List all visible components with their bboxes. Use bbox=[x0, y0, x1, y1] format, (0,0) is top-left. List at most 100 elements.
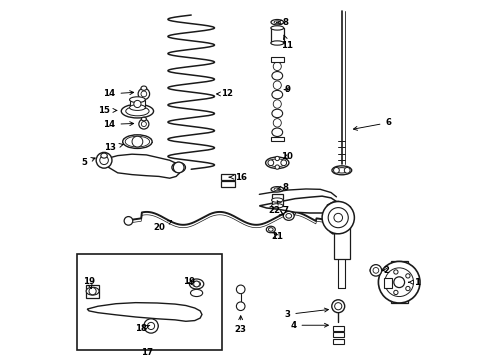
Text: 4: 4 bbox=[291, 321, 328, 330]
Ellipse shape bbox=[122, 135, 152, 148]
Bar bbox=[333, 332, 343, 337]
Text: 12: 12 bbox=[217, 89, 233, 98]
Text: 16: 16 bbox=[229, 173, 246, 182]
Circle shape bbox=[141, 122, 147, 127]
Circle shape bbox=[332, 300, 344, 313]
Circle shape bbox=[394, 270, 398, 274]
Bar bbox=[271, 137, 284, 141]
Ellipse shape bbox=[129, 97, 146, 103]
Ellipse shape bbox=[272, 109, 283, 118]
Bar bbox=[384, 278, 392, 288]
Ellipse shape bbox=[272, 72, 283, 80]
Circle shape bbox=[328, 208, 348, 228]
Ellipse shape bbox=[271, 41, 284, 45]
Text: 1: 1 bbox=[409, 278, 420, 287]
Circle shape bbox=[394, 290, 398, 294]
Circle shape bbox=[275, 156, 279, 161]
Bar bbox=[333, 338, 343, 343]
Ellipse shape bbox=[273, 100, 281, 108]
Circle shape bbox=[100, 156, 108, 165]
Circle shape bbox=[334, 167, 339, 173]
Polygon shape bbox=[87, 303, 202, 321]
Ellipse shape bbox=[271, 186, 284, 192]
Ellipse shape bbox=[332, 166, 352, 175]
Ellipse shape bbox=[266, 157, 289, 168]
Ellipse shape bbox=[269, 159, 286, 167]
Ellipse shape bbox=[122, 104, 153, 118]
Circle shape bbox=[334, 213, 343, 222]
Text: 9: 9 bbox=[284, 85, 290, 94]
Circle shape bbox=[141, 91, 147, 97]
Bar bbox=[271, 194, 283, 206]
Polygon shape bbox=[101, 154, 180, 178]
Circle shape bbox=[322, 202, 354, 234]
Ellipse shape bbox=[144, 323, 158, 329]
Ellipse shape bbox=[286, 213, 292, 218]
Ellipse shape bbox=[191, 289, 203, 297]
Ellipse shape bbox=[190, 279, 204, 289]
Circle shape bbox=[139, 119, 149, 129]
Text: 13: 13 bbox=[104, 143, 123, 152]
Ellipse shape bbox=[370, 267, 382, 274]
Text: 3: 3 bbox=[284, 308, 328, 319]
Circle shape bbox=[406, 286, 410, 291]
Bar bbox=[77, 253, 222, 350]
Text: 19: 19 bbox=[183, 276, 196, 285]
Ellipse shape bbox=[283, 211, 294, 220]
Ellipse shape bbox=[126, 107, 149, 116]
Circle shape bbox=[275, 165, 279, 169]
Ellipse shape bbox=[271, 26, 284, 30]
Circle shape bbox=[194, 281, 199, 287]
Text: 8: 8 bbox=[277, 183, 288, 192]
Text: 11: 11 bbox=[281, 35, 294, 50]
Ellipse shape bbox=[271, 204, 283, 208]
Circle shape bbox=[138, 88, 149, 100]
Circle shape bbox=[144, 319, 158, 333]
Text: 7: 7 bbox=[277, 201, 288, 215]
Bar bbox=[271, 28, 284, 43]
Text: 21: 21 bbox=[271, 232, 283, 241]
Text: 14: 14 bbox=[103, 120, 134, 129]
Ellipse shape bbox=[172, 162, 186, 172]
Bar bbox=[220, 174, 235, 180]
Circle shape bbox=[373, 267, 379, 273]
Ellipse shape bbox=[273, 118, 281, 127]
Ellipse shape bbox=[141, 117, 147, 121]
Text: 10: 10 bbox=[281, 152, 293, 161]
Circle shape bbox=[386, 280, 391, 284]
Ellipse shape bbox=[274, 188, 280, 191]
Circle shape bbox=[89, 288, 96, 295]
Text: 14: 14 bbox=[103, 89, 134, 98]
Circle shape bbox=[335, 303, 342, 310]
Ellipse shape bbox=[274, 21, 280, 24]
Text: 22: 22 bbox=[269, 206, 284, 215]
Bar bbox=[220, 181, 235, 187]
Circle shape bbox=[173, 162, 184, 173]
Bar bbox=[333, 325, 343, 330]
Ellipse shape bbox=[193, 281, 200, 287]
Bar bbox=[129, 100, 146, 108]
Ellipse shape bbox=[267, 226, 275, 233]
Circle shape bbox=[370, 265, 382, 276]
Text: 19: 19 bbox=[83, 276, 95, 289]
Circle shape bbox=[378, 261, 420, 303]
Ellipse shape bbox=[272, 128, 283, 136]
Circle shape bbox=[281, 160, 287, 166]
Ellipse shape bbox=[269, 228, 273, 231]
Bar bbox=[271, 57, 284, 62]
Bar bbox=[334, 216, 350, 259]
Text: 23: 23 bbox=[235, 316, 246, 334]
Bar bbox=[86, 285, 99, 298]
Ellipse shape bbox=[271, 19, 284, 25]
Ellipse shape bbox=[336, 168, 348, 173]
Bar bbox=[334, 206, 350, 216]
Circle shape bbox=[268, 160, 274, 166]
Ellipse shape bbox=[271, 198, 283, 202]
Text: 8: 8 bbox=[277, 18, 288, 27]
Text: 6: 6 bbox=[353, 118, 392, 130]
Ellipse shape bbox=[125, 136, 149, 147]
Ellipse shape bbox=[141, 86, 147, 90]
Text: 18: 18 bbox=[135, 324, 150, 333]
Ellipse shape bbox=[101, 153, 107, 158]
Circle shape bbox=[236, 302, 245, 311]
